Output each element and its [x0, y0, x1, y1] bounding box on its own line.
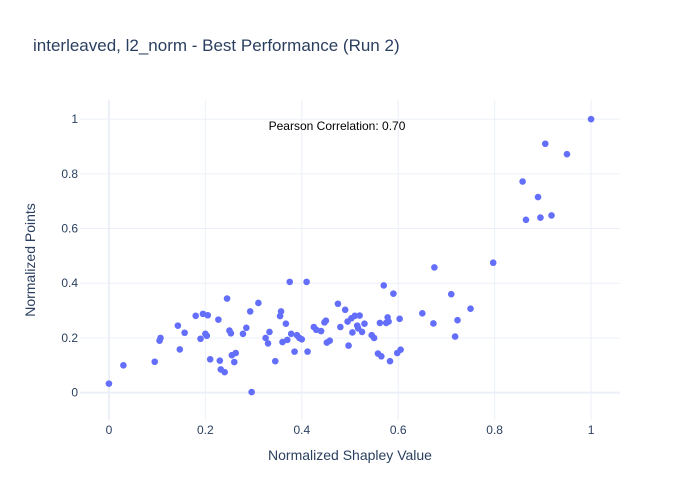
data-point [266, 328, 273, 336]
y-tick-labels: 0 0.2 0.4 0.6 0.8 1 [61, 112, 78, 400]
data-point [345, 342, 352, 349]
data-point [370, 334, 378, 342]
data-point [376, 319, 384, 327]
x-tick-label: 0.4 [293, 423, 310, 437]
data-point [286, 278, 294, 286]
chart-title: interleaved, l2_norm - Best Performance … [33, 36, 400, 55]
data-point [304, 348, 311, 355]
data-point [215, 316, 222, 323]
data-point [277, 308, 285, 315]
y-tick-label: 0.2 [61, 331, 78, 345]
x-tick-label: 1 [588, 423, 595, 437]
data-point [287, 330, 295, 338]
data-point [105, 380, 113, 387]
data-point [451, 333, 459, 340]
data-point [317, 327, 325, 335]
data-point [157, 334, 164, 342]
y-tick-label: 1 [71, 112, 78, 126]
data-point [563, 150, 571, 158]
data-point [248, 388, 255, 396]
data-point [120, 361, 127, 369]
data-point [232, 349, 240, 357]
data-point [386, 357, 394, 365]
data-point [221, 368, 228, 376]
data-point [246, 308, 254, 315]
data-point [341, 306, 349, 314]
data-point [298, 336, 306, 343]
data-point [223, 295, 231, 302]
data-point [326, 337, 334, 344]
data-point [203, 332, 211, 340]
x-tick-label: 0.6 [390, 423, 407, 437]
data-point [271, 357, 279, 365]
data-point [548, 212, 555, 219]
data-point [204, 311, 212, 319]
data-points [105, 115, 595, 396]
data-point [519, 178, 526, 185]
data-point [303, 278, 310, 286]
x-tick-label: 0 [106, 423, 113, 437]
x-tick-label: 0.8 [486, 423, 503, 437]
x-tick-label: 0.2 [197, 423, 214, 437]
data-point [230, 358, 238, 366]
data-point [351, 312, 359, 320]
data-point [262, 334, 269, 342]
data-point [206, 355, 214, 363]
data-point [358, 328, 366, 336]
data-point [227, 329, 235, 337]
data-point [291, 348, 298, 355]
data-point [255, 299, 262, 307]
x-tick-labels: 0 0.2 0.4 0.6 0.8 1 [106, 423, 595, 437]
data-point [390, 290, 397, 297]
data-point [174, 322, 182, 329]
grid-lines [80, 100, 620, 420]
data-point [349, 329, 356, 336]
data-point [447, 290, 455, 298]
data-point [378, 352, 385, 360]
data-point [430, 320, 437, 327]
data-point [537, 214, 544, 221]
data-point [151, 358, 159, 366]
y-tick-label: 0.4 [61, 276, 78, 290]
data-point [467, 305, 474, 312]
y-axis-title: Normalized Points [22, 203, 38, 317]
data-point [385, 318, 392, 325]
data-point [192, 312, 200, 320]
data-point [239, 330, 247, 338]
data-point [282, 320, 290, 328]
data-point [264, 340, 272, 347]
data-point [356, 312, 363, 319]
data-point [396, 315, 403, 323]
data-point [322, 317, 330, 325]
zero-lines [80, 100, 620, 420]
data-point [181, 329, 188, 337]
data-point [522, 216, 530, 224]
pearson-annotation: Pearson Correlation: 0.70 [269, 119, 406, 133]
data-point [334, 300, 342, 308]
x-axis-title: Normalized Shapley Value [268, 447, 432, 463]
y-tick-label: 0.6 [61, 222, 78, 236]
data-point [454, 316, 461, 324]
data-point [431, 264, 438, 271]
data-point [243, 324, 250, 332]
data-point [197, 335, 204, 343]
data-point [337, 323, 344, 331]
data-point [380, 282, 388, 289]
data-point [587, 115, 595, 123]
data-point [361, 320, 368, 328]
data-point [534, 193, 542, 201]
y-tick-label: 0.8 [61, 167, 78, 181]
data-point [397, 346, 404, 354]
data-point [489, 259, 497, 267]
data-point [541, 140, 549, 148]
data-point [284, 336, 291, 344]
data-point [176, 346, 184, 353]
data-point [216, 357, 224, 364]
data-point [419, 310, 426, 317]
y-tick-label: 0 [71, 386, 78, 400]
